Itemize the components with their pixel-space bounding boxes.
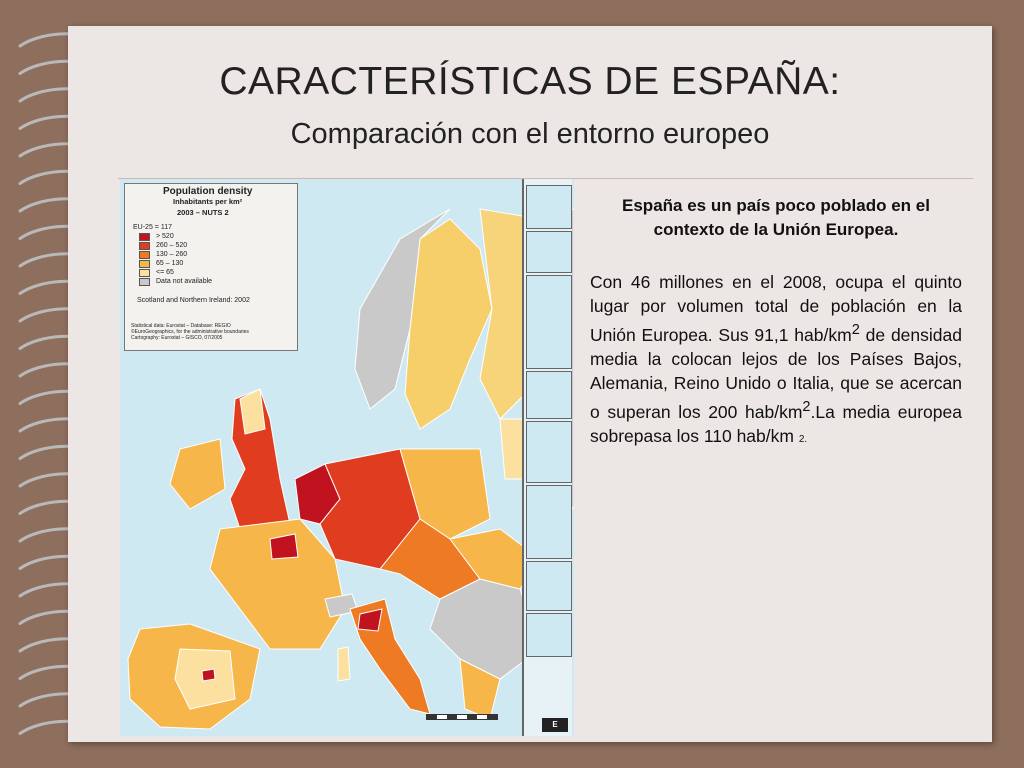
legend-row: 65 – 130 <box>139 259 297 268</box>
legend-note: Scotland and Northern Ireland: 2002 <box>137 297 250 304</box>
legend-row: <= 65 <box>139 268 297 277</box>
eurostat-logo: E <box>542 718 568 732</box>
inset-map <box>526 485 572 559</box>
map-legend: Population density Inhabitants per km² 2… <box>124 183 298 351</box>
outermost-regions-insets <box>522 179 572 736</box>
body-text-3: .La media europea sobrepasa los 110 hab/… <box>590 401 962 446</box>
inset-map <box>526 421 572 483</box>
legend-label: 260 – 520 <box>156 242 188 249</box>
text-column: España es un país poco poblado en el con… <box>590 194 962 452</box>
legend-swatch <box>139 268 150 277</box>
legend-row: 260 – 520 <box>139 241 297 250</box>
legend-row: 130 – 260 <box>139 250 297 259</box>
legend-label: 130 – 260 <box>156 251 188 258</box>
legend-title: Population density <box>163 186 253 197</box>
lead-statement: España es un país poco poblado en el con… <box>622 196 930 239</box>
divider <box>118 178 973 179</box>
inset-map <box>526 371 572 419</box>
legend-row: Data not available <box>139 277 297 286</box>
map-scale-bar <box>426 714 498 720</box>
legend-swatch <box>139 250 150 259</box>
legend-source: Statistical data: Eurostat – Database: R… <box>131 323 249 341</box>
body-paragraph: Con 46 millones en el 2008, ocupa el qui… <box>590 270 962 452</box>
legend-label: <= 65 <box>156 269 174 276</box>
superscript: 2 <box>851 322 860 338</box>
legend-swatch <box>139 241 150 250</box>
legend-subtitle: Inhabitants per km² <box>173 197 243 206</box>
inset-map <box>526 561 572 611</box>
inset-map <box>526 613 572 657</box>
legend-classes: > 520 260 – 520 130 – 260 65 – 130 <= 65 Data… <box>125 232 297 286</box>
legend-period: 2003 – NUTS 2 <box>177 208 229 217</box>
body-small-tail: 2. <box>798 433 808 445</box>
slide-title: CARACTERÍSTICAS DE ESPAÑA: <box>219 60 841 103</box>
legend-swatch <box>139 277 150 286</box>
legend-average: EU-25 = 117 <box>133 224 172 231</box>
population-density-map: Population density Inhabitants per km² 2… <box>120 179 574 736</box>
legend-swatch <box>139 259 150 268</box>
legend-label: > 520 <box>156 233 174 240</box>
inset-map <box>526 275 572 369</box>
body-text-2: de densidad media la colocan lejos de lo… <box>590 324 962 422</box>
legend-swatch <box>139 232 150 241</box>
superscript: 2 <box>802 398 811 415</box>
inset-map <box>526 185 572 229</box>
legend-label: 65 – 130 <box>156 260 184 267</box>
legend-row: > 520 <box>139 232 297 241</box>
inset-map <box>526 231 572 273</box>
body-text-1: Con 46 millones en el 2008, ocupa el qui… <box>590 272 962 345</box>
legend-label: Data not available <box>156 278 213 285</box>
slide-page: CARACTERÍSTICAS DE ESPAÑA: Comparación c… <box>68 26 992 742</box>
slide-subtitle: Comparación con el entorno europeo <box>290 118 770 150</box>
